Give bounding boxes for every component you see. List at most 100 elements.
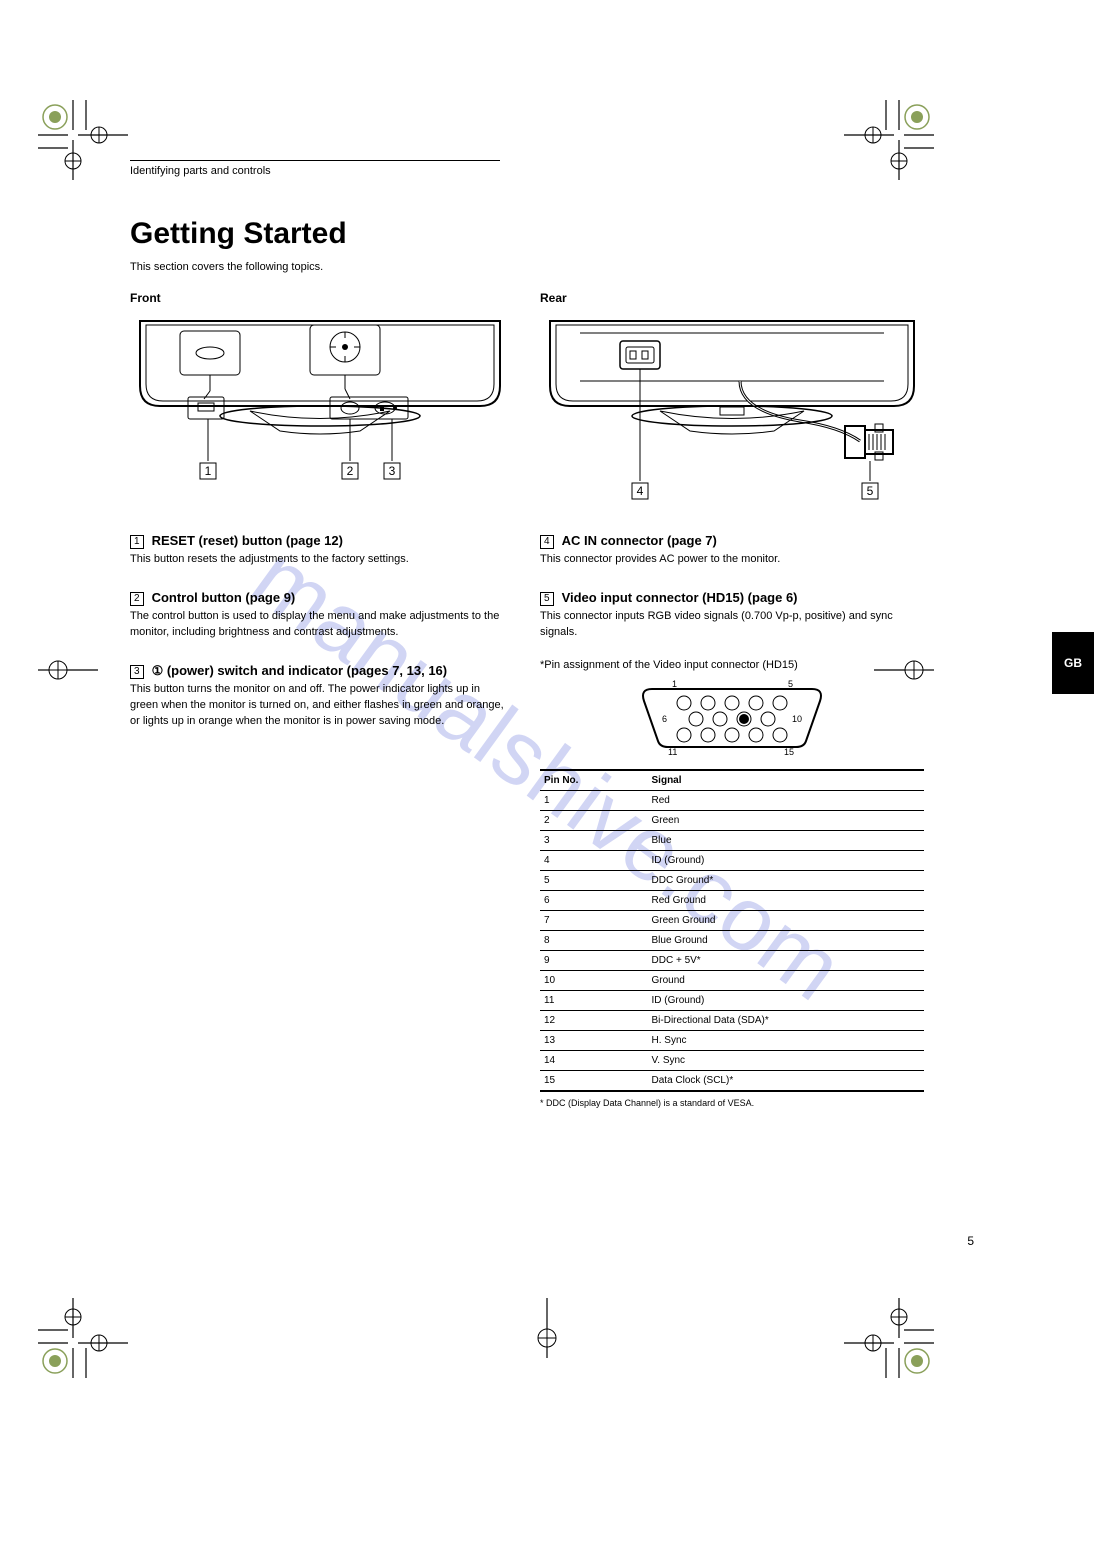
table-row: 10Ground bbox=[540, 970, 924, 990]
left-column: Front bbox=[130, 291, 510, 1110]
pin-signal-cell: Bi-Directional Data (SDA)* bbox=[648, 1010, 924, 1030]
pin-number-cell: 10 bbox=[540, 970, 648, 990]
pin-signal-cell: Green bbox=[648, 810, 924, 830]
table-row: 13H. Sync bbox=[540, 1030, 924, 1050]
pin-number-cell: 9 bbox=[540, 950, 648, 970]
pin-signal-cell: Red Ground bbox=[648, 890, 924, 910]
table-row: 12Bi-Directional Data (SDA)* bbox=[540, 1010, 924, 1030]
svg-text:11: 11 bbox=[668, 747, 677, 757]
item-body-4: This connector provides AC power to the … bbox=[540, 552, 924, 568]
pin-table: Pin No. Signal 1Red2Green3Blue4ID (Groun… bbox=[540, 769, 924, 1092]
pin-number-cell: 12 bbox=[540, 1010, 648, 1030]
header-rule bbox=[130, 160, 500, 161]
pin-signal-cell: H. Sync bbox=[648, 1030, 924, 1050]
pin-number-cell: 3 bbox=[540, 830, 648, 850]
pin-number-cell: 13 bbox=[540, 1030, 648, 1050]
front-figure-label: Front bbox=[130, 291, 510, 305]
item-title-5: Video input connector (HD15) (page 6) bbox=[562, 590, 798, 605]
reg-mark-mid-left bbox=[38, 650, 98, 690]
language-tab: GB bbox=[1052, 632, 1094, 694]
item-body-5: This connector inputs RGB video signals … bbox=[540, 609, 924, 641]
pin-table-body: 1Red2Green3Blue4ID (Ground)5DDC Ground*6… bbox=[540, 790, 924, 1091]
svg-text:4: 4 bbox=[637, 484, 644, 498]
reg-mark-bottom-left bbox=[38, 1288, 128, 1378]
item-number-1: 1 bbox=[130, 535, 144, 549]
footnote: * DDC (Display Data Channel) is a standa… bbox=[540, 1098, 924, 1110]
section-subtitle: This section covers the following topics… bbox=[130, 261, 924, 273]
item-1: 1 RESET (reset) button (page 12) This bu… bbox=[130, 533, 510, 568]
pin-signal-cell: Ground bbox=[648, 970, 924, 990]
pin-number-cell: 8 bbox=[540, 930, 648, 950]
item-number-2: 2 bbox=[130, 592, 144, 606]
svg-text:15: 15 bbox=[784, 747, 794, 757]
item-number-4: 4 bbox=[540, 535, 554, 549]
table-row: 6Red Ground bbox=[540, 890, 924, 910]
svg-text:5: 5 bbox=[867, 484, 874, 498]
pin-number-cell: 14 bbox=[540, 1050, 648, 1070]
table-row: 7Green Ground bbox=[540, 910, 924, 930]
table-row: 9DDC + 5V* bbox=[540, 950, 924, 970]
pin-number-cell: 1 bbox=[540, 790, 648, 810]
reg-mark-top-left bbox=[38, 100, 128, 190]
header-caption: Identifying parts and controls bbox=[130, 165, 924, 177]
table-row: 14V. Sync bbox=[540, 1050, 924, 1070]
pin-signal-cell: ID (Ground) bbox=[648, 990, 924, 1010]
svg-text:10: 10 bbox=[792, 714, 802, 724]
pin-signal-cell: Data Clock (SCL)* bbox=[648, 1070, 924, 1091]
page-content: Identifying parts and controls Getting S… bbox=[130, 160, 924, 1110]
rear-figure-label: Rear bbox=[540, 291, 924, 305]
table-row: 11ID (Ground) bbox=[540, 990, 924, 1010]
pin-number-cell: 11 bbox=[540, 990, 648, 1010]
svg-text:6: 6 bbox=[662, 714, 667, 724]
item-number-3: 3 bbox=[130, 665, 144, 679]
pin-signal-cell: ID (Ground) bbox=[648, 850, 924, 870]
rear-diagram: 4 5 bbox=[540, 311, 924, 511]
item-body-2: The control button is used to display th… bbox=[130, 609, 510, 641]
item-title-3: ① (power) switch and indicator (pages 7,… bbox=[152, 663, 448, 679]
section-title: Getting Started bbox=[130, 217, 924, 251]
pin-table-header-row: Pin No. Signal bbox=[540, 770, 924, 791]
svg-text:1: 1 bbox=[672, 679, 677, 689]
pin-number-cell: 7 bbox=[540, 910, 648, 930]
item-title-1: RESET (reset) button (page 12) bbox=[152, 533, 343, 548]
reg-mark-bottom-center bbox=[527, 1298, 567, 1358]
right-column: Rear bbox=[540, 291, 924, 1110]
item-3: 3 ① (power) switch and indicator (pages … bbox=[130, 663, 510, 730]
svg-text:1: 1 bbox=[205, 464, 212, 478]
pin-table-head-signal: Signal bbox=[648, 770, 924, 791]
pin-number-cell: 2 bbox=[540, 810, 648, 830]
pin-signal-cell: Green Ground bbox=[648, 910, 924, 930]
table-row: 15Data Clock (SCL)* bbox=[540, 1070, 924, 1091]
page-number: 5 bbox=[967, 1234, 974, 1248]
pin-signal-cell: Blue Ground bbox=[648, 930, 924, 950]
pin-signal-cell: Blue bbox=[648, 830, 924, 850]
svg-text:2: 2 bbox=[347, 464, 354, 478]
item-number-5: 5 bbox=[540, 592, 554, 606]
pin-signal-cell: DDC Ground* bbox=[648, 870, 924, 890]
table-row: 3Blue bbox=[540, 830, 924, 850]
item-title-2: Control button (page 9) bbox=[152, 590, 296, 605]
pin-signal-cell: Red bbox=[648, 790, 924, 810]
table-row: 4ID (Ground) bbox=[540, 850, 924, 870]
hd15-connector-diagram: 1 5 6 10 11 15 bbox=[540, 677, 924, 757]
front-diagram: 1 2 3 bbox=[130, 311, 510, 511]
item-title-4: AC IN connector (page 7) bbox=[562, 533, 717, 548]
table-row: 8Blue Ground bbox=[540, 930, 924, 950]
table-row: 1Red bbox=[540, 790, 924, 810]
svg-text:3: 3 bbox=[389, 464, 396, 478]
item-body-3: This button turns the monitor on and off… bbox=[130, 682, 510, 730]
svg-text:5: 5 bbox=[788, 679, 793, 689]
connector-caption: *Pin assignment of the Video input conne… bbox=[540, 659, 924, 671]
table-row: 5DDC Ground* bbox=[540, 870, 924, 890]
pin-signal-cell: DDC + 5V* bbox=[648, 950, 924, 970]
table-row: 2Green bbox=[540, 810, 924, 830]
pin-number-cell: 5 bbox=[540, 870, 648, 890]
item-4: 4 AC IN connector (page 7) This connecto… bbox=[540, 533, 924, 568]
item-body-1: This button resets the adjustments to th… bbox=[130, 552, 510, 568]
reg-mark-bottom-right bbox=[844, 1288, 934, 1378]
pin-number-cell: 6 bbox=[540, 890, 648, 910]
pin-number-cell: 15 bbox=[540, 1070, 648, 1091]
item-2: 2 Control button (page 9) The control bu… bbox=[130, 590, 510, 641]
item-5: 5 Video input connector (HD15) (page 6) … bbox=[540, 590, 924, 641]
pin-table-head-num: Pin No. bbox=[540, 770, 648, 791]
